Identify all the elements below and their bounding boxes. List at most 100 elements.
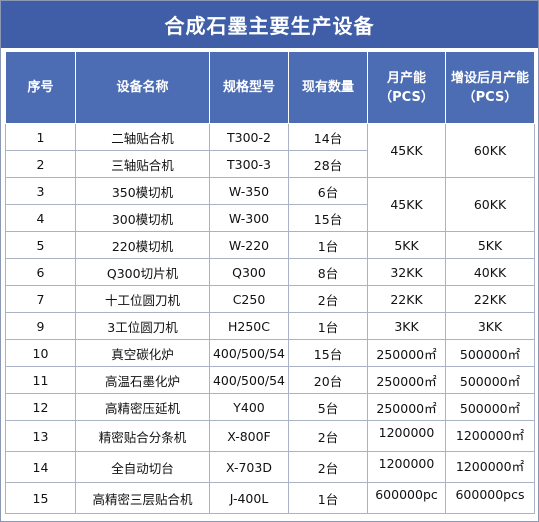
cell-qty: 2台 <box>288 420 368 452</box>
cell-no: 15 <box>5 482 76 514</box>
cell-after: 40KK <box>445 258 535 286</box>
cell-name: 真空碳化炉 <box>75 339 210 367</box>
cell-no: 7 <box>5 285 76 313</box>
cell-monthly: 32KK <box>367 258 446 286</box>
table-row: 5 220模切机 W-220 1台 5KK 5KK <box>5 231 535 259</box>
cell-after: 5KK <box>445 231 535 259</box>
cell-qty: 1台 <box>288 231 368 259</box>
cell-monthly: 3KK <box>367 312 446 340</box>
cell-model: Y400 <box>209 393 289 421</box>
table-row: 9 3工位圆刀机 H250C 1台 3KK 3KK <box>5 312 535 340</box>
cell-after: 500000㎡ <box>445 366 535 394</box>
cell-model: H250C <box>209 312 289 340</box>
cell-name: 高精密压延机 <box>75 393 210 421</box>
cell-after: 600000pcs <box>445 482 535 514</box>
cell-model: W-350 <box>209 177 289 205</box>
cell-qty: 1台 <box>288 312 368 340</box>
cell-qty: 15台 <box>288 339 368 367</box>
cell-name: 全自动切台 <box>75 451 210 483</box>
cell-qty: 2台 <box>288 285 368 313</box>
cell-after: 500000㎡ <box>445 339 535 367</box>
cell-qty: 14台 <box>288 123 368 151</box>
cell-qty: 28台 <box>288 150 368 178</box>
cell-name: 300模切机 <box>75 204 210 232</box>
cell-model: 400/500/54 <box>209 366 289 394</box>
cell-no: 10 <box>5 339 76 367</box>
cell-name: 精密贴合分条机 <box>75 420 210 452</box>
cell-qty: 15台 <box>288 204 368 232</box>
cell-qty: 5台 <box>288 393 368 421</box>
cell-after: 22KK <box>445 285 535 313</box>
cell-no: 5 <box>5 231 76 259</box>
cell-model: Q300 <box>209 258 289 286</box>
table-body: 1 二轴贴合机 T300-2 14台 45KK 60KK 2 三轴贴合机 T300-3 28台 3 3… <box>5 123 535 514</box>
cell-model: W-220 <box>209 231 289 259</box>
cell-name: 3工位圆刀机 <box>75 312 210 340</box>
header-after-line2: （PCS） <box>462 89 518 105</box>
cell-name: 十工位圆刀机 <box>75 285 210 313</box>
table-row: 4 300模切机 W-300 15台 <box>5 204 535 232</box>
cell-monthly: 45KK <box>367 177 446 232</box>
cell-name: 350模切机 <box>75 177 210 205</box>
header-model: 规格型号 <box>209 51 289 124</box>
cell-model: 400/500/54 <box>209 339 289 367</box>
header-monthly-line1: 月产能 <box>386 70 426 86</box>
cell-monthly: 22KK <box>367 285 446 313</box>
cell-no: 14 <box>5 451 76 483</box>
table-row: 10 真空碳化炉 400/500/54 15台 250000㎡ 500000㎡ <box>5 339 535 367</box>
table-row: 11 高温石墨化炉 400/500/54 20台 250000㎡ 500000㎡ <box>5 366 535 394</box>
cell-no: 9 <box>5 312 76 340</box>
table-row: 15 高精密三层贴合机 J-400L 1台 600000pc 600000pcs <box>5 482 535 514</box>
header-after: 增设后月产能 （PCS） <box>445 51 535 124</box>
cell-monthly: 1200000 <box>367 451 446 483</box>
cell-after: 60KK <box>445 123 535 178</box>
cell-monthly: 250000㎡ <box>367 339 446 367</box>
header-name: 设备名称 <box>75 51 210 124</box>
cell-monthly: 250000㎡ <box>367 393 446 421</box>
cell-name: 二轴贴合机 <box>75 123 210 151</box>
cell-model: J-400L <box>209 482 289 514</box>
cell-no: 13 <box>5 420 76 452</box>
cell-model: W-300 <box>209 204 289 232</box>
cell-monthly: 1200000 <box>367 420 446 452</box>
header-after-line1: 增设后月产能 <box>450 70 529 86</box>
table-row: 6 Q300切片机 Q300 8台 32KK 40KK <box>5 258 535 286</box>
cell-no: 6 <box>5 258 76 286</box>
cell-name: 高温石墨化炉 <box>75 366 210 394</box>
cell-model: T300-2 <box>209 123 289 151</box>
table-title: 合成石墨主要生产设备 <box>1 1 538 48</box>
cell-model: C250 <box>209 285 289 313</box>
table-row: 7 十工位圆刀机 C250 2台 22KK 22KK <box>5 285 535 313</box>
cell-model: X-800F <box>209 420 289 452</box>
header-no: 序号 <box>5 51 76 124</box>
cell-no: 1 <box>5 123 76 151</box>
cell-name: Q300切片机 <box>75 258 210 286</box>
cell-no: 4 <box>5 204 76 232</box>
cell-monthly: 250000㎡ <box>367 366 446 394</box>
cell-after: 60KK <box>445 177 535 232</box>
cell-name: 三轴贴合机 <box>75 150 210 178</box>
cell-monthly: 600000pc <box>367 482 446 514</box>
equipment-table: 序号 设备名称 规格型号 现有数量 月产能 （PCS） 增设后月产能 （PCS） 1… <box>5 51 535 514</box>
cell-monthly: 45KK <box>367 123 446 178</box>
cell-qty: 1台 <box>288 482 368 514</box>
cell-after: 500000㎡ <box>445 393 535 421</box>
table-row: 13 精密贴合分条机 X-800F 2台 1200000 1200000㎡ <box>5 420 535 452</box>
cell-qty: 2台 <box>288 451 368 483</box>
cell-after: 1200000㎡ <box>445 451 535 483</box>
cell-monthly: 5KK <box>367 231 446 259</box>
header-monthly: 月产能 （PCS） <box>367 51 446 124</box>
cell-no: 12 <box>5 393 76 421</box>
cell-no: 3 <box>5 177 76 205</box>
header-qty: 现有数量 <box>288 51 368 124</box>
table-row: 1 二轴贴合机 T300-2 14台 45KK 60KK <box>5 123 535 178</box>
cell-model: T300-3 <box>209 150 289 178</box>
cell-name: 220模切机 <box>75 231 210 259</box>
cell-model: X-703D <box>209 451 289 483</box>
table-row: 12 高精密压延机 Y400 5台 250000㎡ 500000㎡ <box>5 393 535 421</box>
cell-qty: 20台 <box>288 366 368 394</box>
cell-no: 11 <box>5 366 76 394</box>
cell-qty: 6台 <box>288 177 368 205</box>
cell-qty: 8台 <box>288 258 368 286</box>
